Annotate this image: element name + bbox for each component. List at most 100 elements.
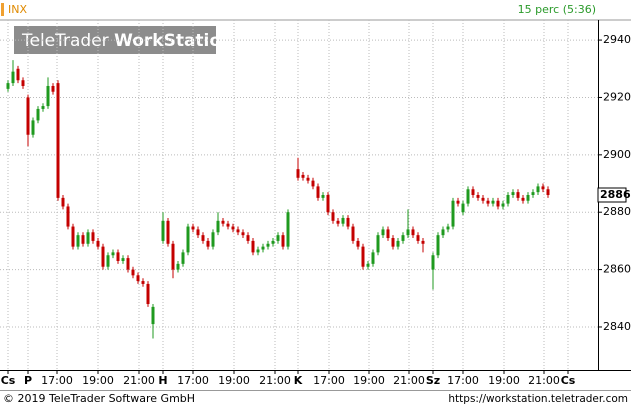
- candle-body: [371, 252, 375, 264]
- candle-body: [281, 235, 285, 247]
- candle-body: [151, 306, 155, 325]
- candle-body: [181, 252, 185, 264]
- candle-body: [451, 200, 455, 227]
- candle-body: [521, 197, 525, 201]
- candle-body: [141, 281, 145, 284]
- candle-body: [376, 235, 380, 253]
- watermark-text: TeleTrader: [21, 31, 109, 51]
- candle-body: [526, 195, 530, 201]
- x-tick-label: 21:00: [123, 374, 155, 387]
- candle-body: [11, 71, 15, 84]
- candle-body: [536, 186, 540, 193]
- candle-body: [506, 195, 510, 204]
- candle-body: [6, 83, 10, 89]
- x-tick-label: Cs: [1, 374, 16, 387]
- candle-body: [441, 229, 445, 236]
- x-tick-label: 19:00: [82, 374, 114, 387]
- candle-body: [16, 68, 20, 81]
- candle-body: [241, 232, 245, 236]
- x-tick-label: 17:00: [313, 374, 345, 387]
- candle-body: [331, 212, 335, 221]
- candle-body: [286, 212, 290, 247]
- candle-body: [36, 108, 40, 121]
- chart-title: INX: [8, 3, 27, 16]
- candle-body: [186, 226, 190, 253]
- candle-body: [511, 192, 515, 195]
- candle-body: [341, 217, 345, 224]
- candle-body: [221, 220, 225, 224]
- last-price-box: [597, 187, 627, 203]
- footer-copyright: © 2019 TeleTrader Software GmbH: [3, 392, 195, 405]
- candle-body: [446, 226, 450, 230]
- candle-body: [496, 200, 500, 207]
- x-tick-label: K: [294, 374, 303, 387]
- x-tick-label: 17:00: [177, 374, 209, 387]
- x-tick-label: P: [24, 374, 32, 387]
- candle-body: [131, 269, 135, 276]
- candle-body: [461, 203, 465, 213]
- candle-body: [106, 255, 110, 267]
- candle-body: [126, 258, 130, 270]
- y-tick-label: 2840: [603, 320, 631, 333]
- x-tick-label: 17:00: [41, 374, 73, 387]
- candle-body: [51, 85, 55, 92]
- symbol-marker: [1, 3, 4, 16]
- candle-body: [231, 226, 235, 230]
- candle-body: [501, 203, 505, 207]
- candle-body: [531, 192, 535, 195]
- candle-body: [201, 235, 205, 241]
- x-tick-label: 21:00: [393, 374, 425, 387]
- candle-body: [296, 169, 300, 178]
- candle-body: [116, 252, 120, 261]
- y-tick-label: 2860: [603, 263, 631, 276]
- candle-body: [351, 226, 355, 241]
- candle-body: [541, 186, 545, 190]
- x-tick-label: 17:00: [447, 374, 479, 387]
- candle-body: [76, 235, 80, 247]
- candle-body: [161, 220, 165, 241]
- y-tick-label: 2940: [603, 33, 631, 46]
- candle-body: [41, 106, 45, 109]
- y-tick-label: 2880: [603, 205, 631, 218]
- x-tick-label: 21:00: [528, 374, 560, 387]
- candle-body: [26, 97, 30, 135]
- candle-body: [356, 240, 360, 247]
- candle-body: [386, 229, 390, 239]
- y-tick-label: 2900: [603, 148, 631, 161]
- candle-body: [171, 243, 175, 270]
- candle-body: [391, 238, 395, 247]
- candle-body: [406, 229, 410, 236]
- candle-body: [176, 263, 180, 270]
- candle-body: [46, 85, 50, 107]
- candle-body: [206, 240, 210, 247]
- candle-body: [266, 243, 270, 247]
- candle-body: [481, 197, 485, 201]
- candle-body: [336, 220, 340, 224]
- candle-body: [226, 223, 230, 227]
- candle-body: [196, 229, 200, 236]
- candle-body: [401, 235, 405, 241]
- candle-body: [146, 283, 150, 305]
- candle-body: [301, 174, 305, 178]
- candle-body: [411, 229, 415, 236]
- candle-body: [486, 200, 490, 204]
- candle-body: [431, 255, 435, 270]
- candle-body: [396, 240, 400, 247]
- candle-body: [516, 192, 520, 198]
- candle-body: [66, 206, 70, 227]
- candle-body: [101, 246, 105, 267]
- candle-body: [456, 200, 460, 204]
- candle-body: [86, 232, 90, 244]
- candle-body: [346, 217, 350, 227]
- candle-body: [476, 195, 480, 198]
- candle-body: [366, 263, 370, 267]
- candle-body: [111, 252, 115, 256]
- candle-body: [436, 235, 440, 256]
- y-tick-label: 2920: [603, 90, 631, 103]
- candle-body: [491, 200, 495, 204]
- candle-body: [306, 177, 310, 181]
- candle-body: [96, 240, 100, 247]
- candle-body: [236, 229, 240, 233]
